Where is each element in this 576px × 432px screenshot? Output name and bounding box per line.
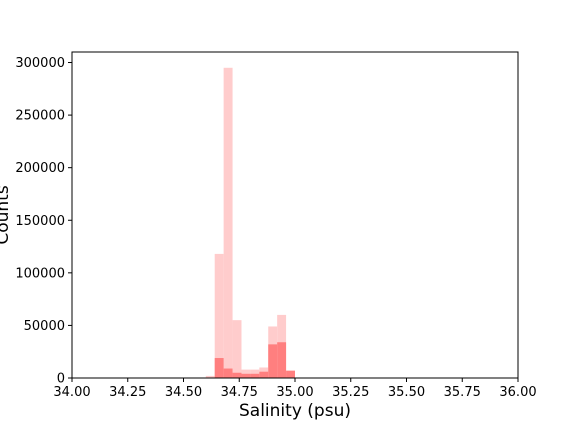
y-tick-label: 150000 <box>15 214 65 229</box>
x-tick-label: 35.00 <box>276 385 313 400</box>
y-tick-label: 300000 <box>15 56 65 71</box>
histogram-bar-s1-1 <box>223 368 233 378</box>
histogram-bar-s1-3 <box>241 373 251 378</box>
x-tick-label: 35.75 <box>444 385 481 400</box>
x-tick-label: 34.25 <box>109 385 146 400</box>
x-tick-label: 34.50 <box>165 385 202 400</box>
y-tick-label: 250000 <box>15 109 65 124</box>
y-tick-label: 200000 <box>15 161 65 176</box>
histogram-bar-s0-3 <box>232 320 242 378</box>
histogram-bar-s1-8 <box>286 370 295 378</box>
y-tick-label: 100000 <box>15 266 65 281</box>
histogram-bar-s0-1 <box>214 253 224 378</box>
y-tick-label: 0 <box>57 372 65 387</box>
histogram-bar-s0-0 <box>205 375 215 378</box>
histogram-bar-s0-2 <box>223 67 233 378</box>
y-axis-label: Counts <box>0 185 13 244</box>
x-axis-label: Salinity (psu) <box>239 401 351 421</box>
y-tick-label: 50000 <box>24 319 65 334</box>
plot-frame <box>71 51 519 379</box>
x-axis: 34.00 34.25 34.50 34.75 35.00 35.25 35.50 35.75… <box>53 378 537 400</box>
histogram-bar-s1-5 <box>259 371 269 378</box>
x-tick-label: 35.25 <box>332 385 369 400</box>
x-tick-label: 35.50 <box>388 385 425 400</box>
histogram-bar-s1-6 <box>268 344 278 378</box>
histogram-bar-s1-4 <box>250 373 260 378</box>
bars-group <box>205 67 295 378</box>
y-axis: 0 50000 100000 150000 200000 250000 300000 <box>15 56 72 387</box>
histogram-bar-s1-0 <box>214 358 224 378</box>
x-tick-label: 34.00 <box>53 385 90 400</box>
histogram-bar-s1-7 <box>277 342 287 378</box>
histogram-bar-s1-2 <box>232 372 242 378</box>
x-tick-label: 34.75 <box>221 385 258 400</box>
x-tick-label: 36.00 <box>499 385 536 400</box>
